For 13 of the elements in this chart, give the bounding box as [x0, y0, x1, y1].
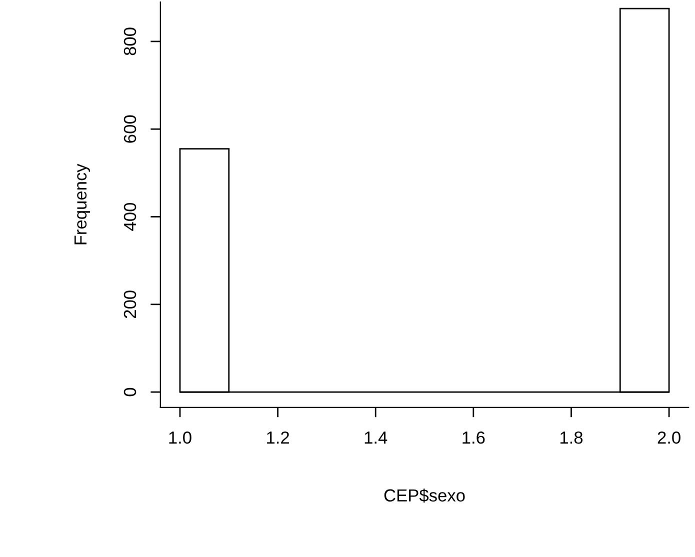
x-tick-label: 2.0 — [658, 431, 680, 444]
y-tick-label: 800 — [124, 28, 136, 56]
x-tick-label: 1.8 — [560, 431, 583, 444]
y-tick-label: 400 — [124, 202, 136, 231]
x-axis-title: CEP$sexo — [384, 488, 465, 503]
x-tick-label: 1.2 — [267, 431, 289, 444]
y-tick-label: 0 — [124, 388, 136, 396]
y-tick-label: 600 — [124, 115, 136, 143]
x-tick-label: 1.0 — [169, 431, 192, 444]
x-tick-label: 1.6 — [462, 431, 485, 444]
y-axis-title: Frequency — [74, 164, 90, 244]
y-tick-label: 200 — [124, 290, 136, 318]
x-tick-label: 1.4 — [364, 432, 388, 444]
